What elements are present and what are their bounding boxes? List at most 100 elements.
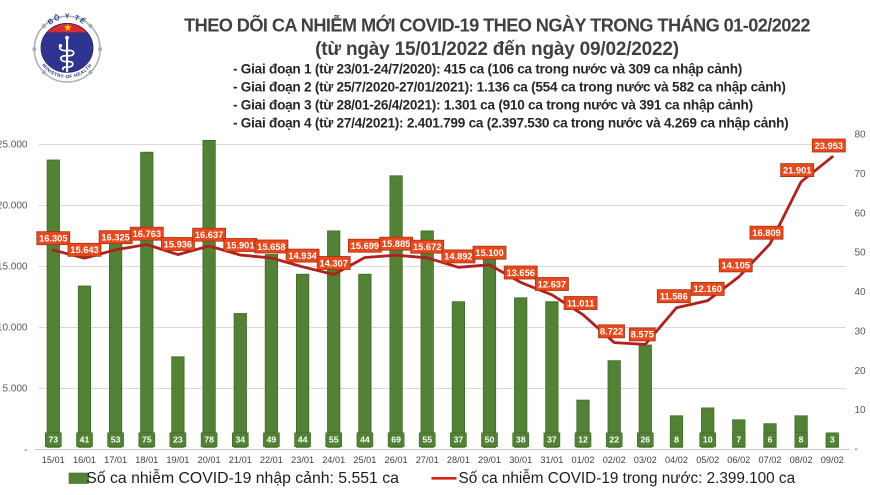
svg-text:-: - (24, 445, 27, 456)
svg-text:10: 10 (855, 405, 867, 416)
svg-text:26: 26 (640, 435, 650, 445)
svg-text:23/01: 23/01 (291, 455, 314, 465)
svg-text:30: 30 (855, 326, 867, 337)
svg-text:40: 40 (855, 287, 867, 298)
svg-text:12.160: 12.160 (693, 284, 721, 294)
svg-text:16.809: 16.809 (752, 228, 780, 238)
svg-text:15/01: 15/01 (42, 455, 65, 465)
svg-text:27/01: 27/01 (416, 455, 439, 465)
svg-text:75: 75 (142, 435, 152, 445)
svg-text:15.643: 15.643 (70, 245, 98, 255)
svg-text:16.763: 16.763 (133, 229, 161, 239)
svg-text:3: 3 (830, 435, 835, 445)
svg-text:16.637: 16.637 (195, 230, 223, 240)
svg-text:20/01: 20/01 (198, 455, 221, 465)
svg-text:37: 37 (454, 435, 464, 445)
svg-text:15.000: 15.000 (0, 262, 28, 273)
svg-text:8: 8 (674, 435, 679, 445)
svg-text:01/02: 01/02 (572, 455, 595, 465)
svg-text:07/02: 07/02 (759, 455, 782, 465)
svg-text:78: 78 (204, 435, 214, 445)
svg-text:- Giai đoạn 1 (từ 23/01-24/7/2: - Giai đoạn 1 (từ 23/01-24/7/2020): 415 … (233, 61, 742, 76)
svg-text:73: 73 (48, 435, 58, 445)
svg-text:29/01: 29/01 (478, 455, 501, 465)
svg-text:THEO DÕI CA NHIỄM MỚI COVID-19: THEO DÕI CA NHIỄM MỚI COVID-19 THEO NGÀY… (184, 15, 810, 36)
svg-text:14.934: 14.934 (288, 251, 317, 261)
svg-text:15.699: 15.699 (351, 241, 379, 251)
svg-text:06/02: 06/02 (727, 455, 750, 465)
svg-text:- Giai đoạn 2 (từ 25/7/2020-27: - Giai đoạn 2 (từ 25/7/2020-27/01/2021):… (233, 80, 786, 95)
svg-text:14.307: 14.307 (319, 258, 347, 268)
svg-text:10: 10 (703, 435, 713, 445)
svg-text:20: 20 (855, 366, 867, 377)
svg-text:08/02: 08/02 (790, 455, 813, 465)
svg-text:55: 55 (422, 435, 432, 445)
svg-text:6: 6 (768, 435, 773, 445)
svg-text:5.000: 5.000 (2, 384, 27, 395)
svg-text:16.305: 16.305 (39, 234, 67, 244)
svg-text:16.325: 16.325 (101, 233, 129, 243)
svg-text:21/01: 21/01 (229, 455, 252, 465)
svg-text:23.953: 23.953 (815, 141, 843, 151)
svg-text:16/01: 16/01 (73, 455, 96, 465)
svg-text:30/01: 30/01 (509, 455, 532, 465)
svg-text:55: 55 (329, 435, 339, 445)
svg-text:17/01: 17/01 (104, 455, 127, 465)
svg-text:50: 50 (855, 248, 867, 259)
svg-text:15.100: 15.100 (475, 248, 503, 258)
svg-text:38: 38 (516, 435, 526, 445)
svg-text:8: 8 (799, 435, 804, 445)
svg-text:15.658: 15.658 (257, 242, 285, 252)
svg-text:14.892: 14.892 (444, 252, 472, 262)
svg-text:13.656: 13.656 (506, 268, 534, 278)
svg-text:37: 37 (547, 435, 557, 445)
svg-text:70: 70 (855, 169, 867, 180)
svg-text:-: - (855, 444, 858, 455)
svg-text:03/02: 03/02 (634, 455, 657, 465)
svg-text:7: 7 (736, 435, 741, 445)
svg-text:15.672: 15.672 (413, 242, 441, 252)
svg-text:69: 69 (391, 435, 401, 445)
svg-text:22: 22 (609, 435, 619, 445)
svg-text:22/01: 22/01 (260, 455, 283, 465)
svg-text:25/01: 25/01 (353, 455, 376, 465)
svg-text:(từ ngày 15/01/2022 đến ngày 0: (từ ngày 15/01/2022 đến ngày 09/02/2022) (315, 39, 679, 60)
svg-text:09/02: 09/02 (821, 455, 844, 465)
svg-text:04/02: 04/02 (665, 455, 688, 465)
svg-text:Số ca nhiễm COVID-19 trong nướ: Số ca nhiễm COVID-19 trong nước: 2.399.1… (459, 470, 796, 487)
svg-text:31/01: 31/01 (540, 455, 563, 465)
svg-text:14.105: 14.105 (721, 261, 749, 271)
svg-text:44: 44 (360, 435, 370, 445)
svg-text:15.901: 15.901 (226, 240, 254, 250)
svg-text:24/01: 24/01 (322, 455, 345, 465)
svg-text:10.000: 10.000 (0, 323, 28, 334)
svg-text:44: 44 (298, 435, 308, 445)
svg-text:18/01: 18/01 (135, 455, 158, 465)
svg-text:02/02: 02/02 (603, 455, 626, 465)
svg-text:53: 53 (111, 435, 121, 445)
svg-text:26/01: 26/01 (385, 455, 408, 465)
svg-text:- Giai đoạn 4 (từ 27/4/2021):: - Giai đoạn 4 (từ 27/4/2021): 2.401.799 … (233, 116, 788, 131)
svg-text:41: 41 (80, 435, 90, 445)
svg-text:21.901: 21.901 (783, 165, 811, 175)
svg-text:19/01: 19/01 (166, 455, 189, 465)
svg-text:11.586: 11.586 (660, 292, 688, 302)
svg-text:49: 49 (267, 435, 277, 445)
svg-text:50: 50 (485, 435, 495, 445)
svg-text:15.885: 15.885 (382, 239, 410, 249)
svg-text:12: 12 (578, 435, 588, 445)
svg-text:Số ca nhiễm COVID-19 nhập cảnh: Số ca nhiễm COVID-19 nhập cảnh: 5.551 ca (86, 468, 399, 487)
svg-text:25.000: 25.000 (0, 140, 28, 151)
svg-text:60: 60 (855, 208, 867, 219)
svg-text:12.637: 12.637 (538, 279, 566, 289)
svg-text:80: 80 (855, 130, 867, 141)
svg-text:8.575: 8.575 (631, 330, 654, 340)
svg-text:8.722: 8.722 (600, 327, 623, 337)
svg-text:34: 34 (235, 435, 245, 445)
svg-text:05/02: 05/02 (696, 455, 719, 465)
svg-text:11.011: 11.011 (567, 298, 594, 308)
svg-text:15.936: 15.936 (164, 239, 192, 249)
svg-text:20.000: 20.000 (0, 201, 28, 212)
svg-text:- Giai đoạn 3 (từ 28/01-26/4/2: - Giai đoạn 3 (từ 28/01-26/4/2021): 1.30… (233, 98, 753, 113)
svg-text:23: 23 (173, 435, 183, 445)
